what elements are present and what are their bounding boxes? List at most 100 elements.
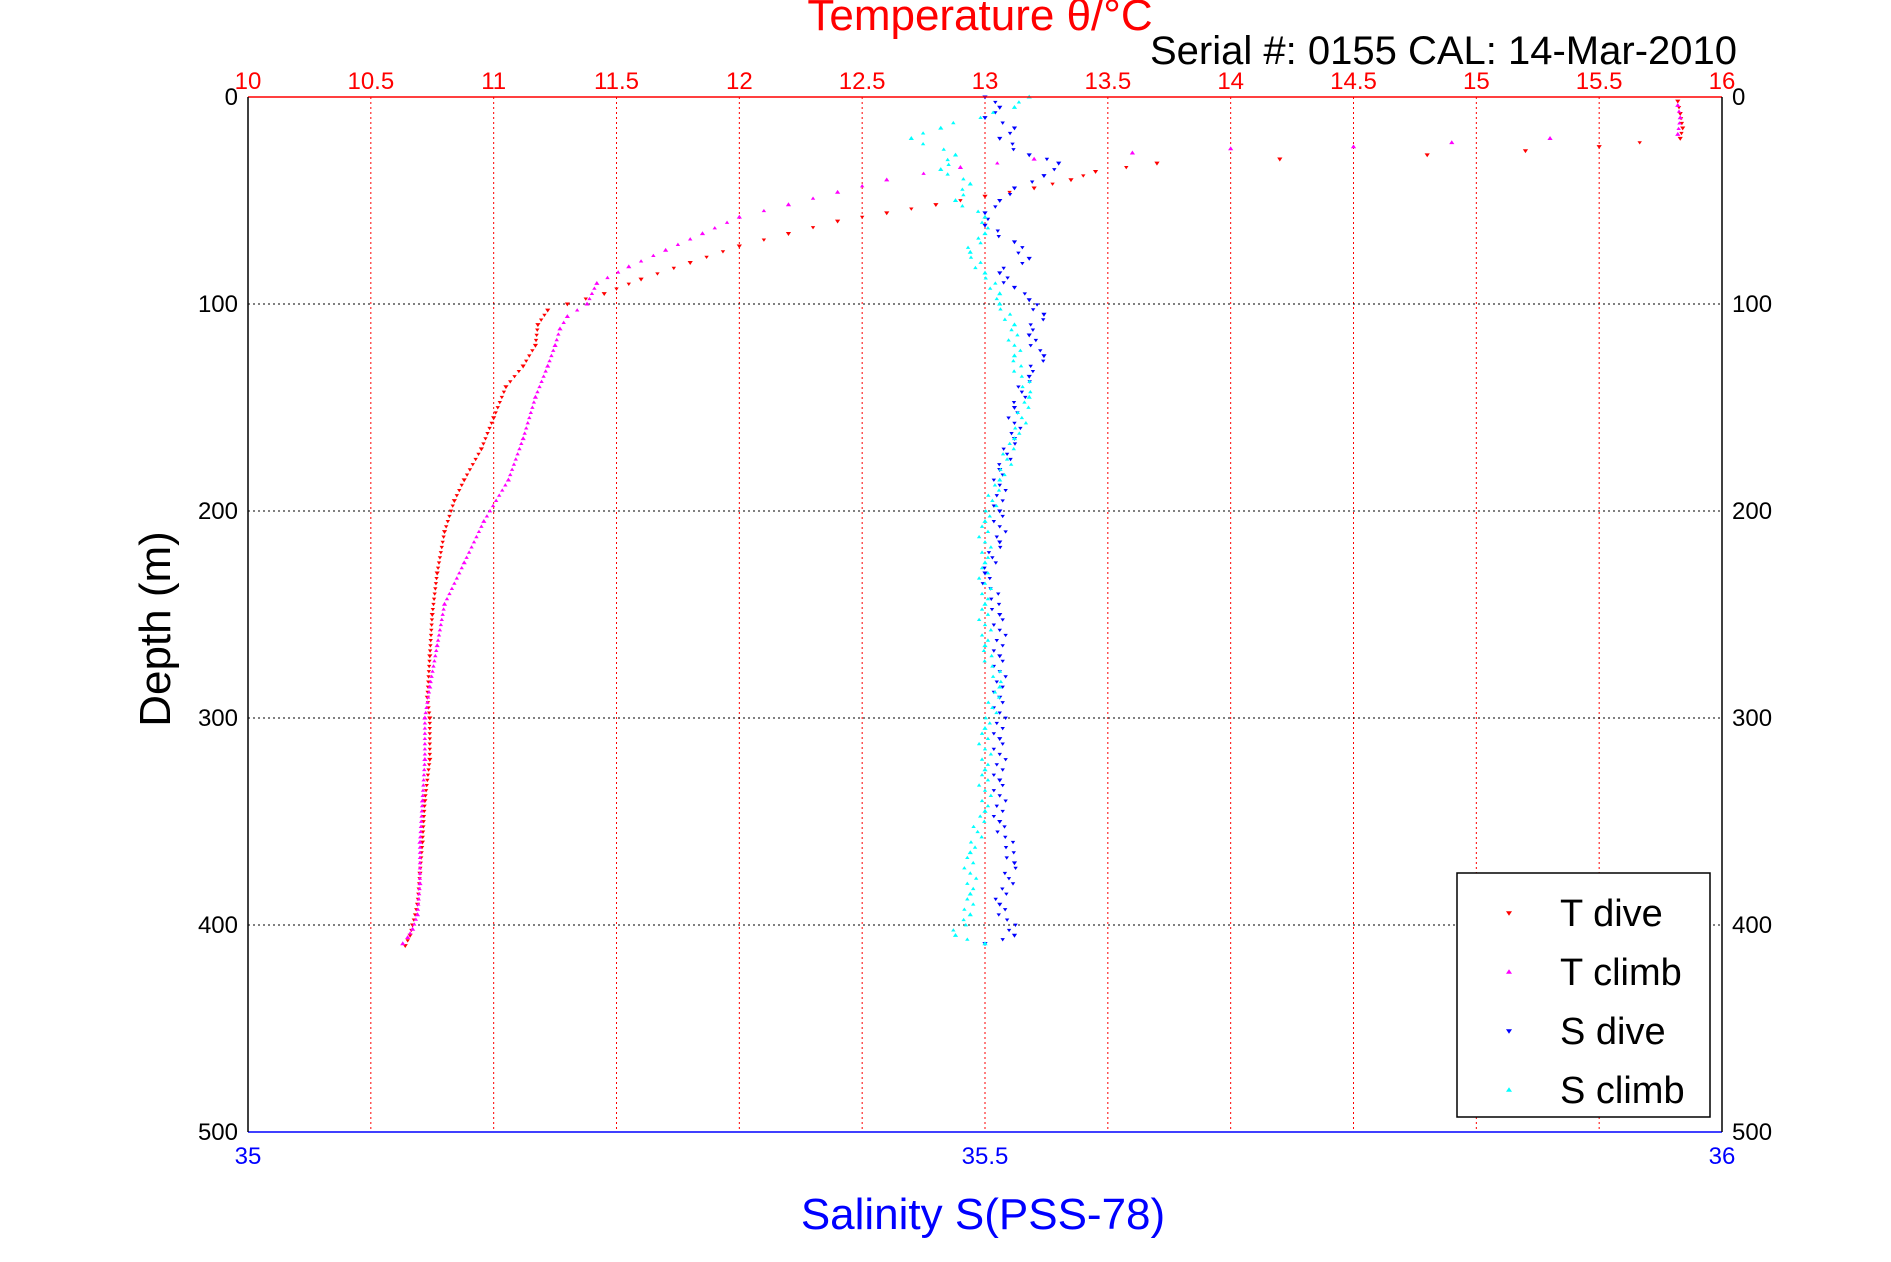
data-point xyxy=(431,664,436,668)
series-t-dive xyxy=(402,99,1686,949)
data-point xyxy=(1022,400,1027,404)
data-point xyxy=(535,328,540,332)
data-point xyxy=(965,855,970,860)
data-point xyxy=(515,452,520,456)
data-point xyxy=(422,804,427,808)
depth-tick-label-right: 0 xyxy=(1732,84,1745,111)
data-point xyxy=(547,358,552,363)
legend-entry: T climb xyxy=(1560,952,1682,994)
data-point xyxy=(957,165,964,169)
data-point xyxy=(1675,99,1681,104)
data-point xyxy=(527,415,532,420)
data-point xyxy=(1004,918,1010,922)
data-point xyxy=(761,208,767,213)
data-point xyxy=(908,136,914,140)
data-point xyxy=(461,560,467,565)
data-point xyxy=(996,592,1001,596)
data-point xyxy=(426,680,431,684)
data-point xyxy=(946,162,951,166)
data-point xyxy=(512,375,517,379)
data-point xyxy=(422,731,428,735)
data-point xyxy=(1004,892,1009,896)
depth-tick-label-left: 300 xyxy=(198,705,238,732)
data-point xyxy=(412,913,418,917)
data-point xyxy=(993,561,999,565)
data-point xyxy=(436,633,442,637)
data-point xyxy=(1000,938,1005,942)
data-point xyxy=(963,923,969,927)
data-point xyxy=(952,152,959,157)
data-point xyxy=(493,498,499,502)
data-point xyxy=(655,272,660,276)
data-point xyxy=(988,545,994,549)
data-point xyxy=(437,628,443,632)
data-point xyxy=(421,783,426,787)
data-point xyxy=(1677,121,1682,125)
data-point xyxy=(1449,140,1455,145)
data-point xyxy=(982,571,988,576)
data-point xyxy=(422,767,427,772)
data-point xyxy=(704,255,709,260)
data-point xyxy=(1676,106,1682,110)
data-point xyxy=(551,348,556,352)
data-point xyxy=(1011,105,1018,109)
data-point xyxy=(1003,835,1008,840)
data-point xyxy=(1041,359,1046,363)
data-point xyxy=(1010,142,1015,146)
tick-labels: 10 10.5 11 11.5 12 12.5 13 13.5 14 14.5 15 15.5 160 0… xyxy=(198,68,1772,1170)
data-point xyxy=(535,323,541,328)
data-point xyxy=(400,941,406,946)
data-point xyxy=(736,214,742,219)
data-point xyxy=(417,876,423,880)
data-point xyxy=(417,860,423,865)
data-point xyxy=(995,830,1000,834)
data-point xyxy=(994,804,999,808)
data-point xyxy=(434,643,440,648)
data-point xyxy=(982,231,988,236)
data-point xyxy=(427,737,432,741)
data-point xyxy=(1092,169,1099,174)
data-point xyxy=(430,669,435,673)
data-point xyxy=(487,509,493,513)
data-point xyxy=(420,793,425,797)
data-point xyxy=(409,926,416,931)
data-point xyxy=(426,690,432,694)
data-point xyxy=(491,416,497,421)
chart-title: Temperature θ/°C xyxy=(807,0,1152,40)
data-point xyxy=(474,534,479,539)
data-point xyxy=(419,798,426,803)
data-point xyxy=(434,576,439,581)
data-point xyxy=(405,939,410,943)
data-point xyxy=(1000,618,1005,622)
data-point xyxy=(466,550,472,554)
data-point xyxy=(420,830,426,834)
data-point xyxy=(452,581,457,585)
data-point xyxy=(972,845,978,849)
data-point xyxy=(425,778,430,783)
data-point xyxy=(1011,126,1018,131)
data-point xyxy=(432,592,437,596)
data-point xyxy=(1028,323,1033,327)
data-point xyxy=(1002,825,1007,829)
data-point xyxy=(1003,675,1008,679)
data-point xyxy=(422,736,428,741)
data-point xyxy=(427,659,432,664)
data-point xyxy=(997,612,1003,617)
data-point xyxy=(1023,395,1028,400)
data-point xyxy=(982,659,987,663)
data-point xyxy=(440,612,445,616)
data-point xyxy=(997,105,1003,110)
data-point xyxy=(422,809,427,814)
data-point xyxy=(525,421,530,425)
data-point xyxy=(991,504,997,508)
data-point xyxy=(993,281,998,285)
data-point xyxy=(434,571,440,576)
data-point xyxy=(976,617,982,621)
data-point xyxy=(1007,190,1012,195)
legend-entry: T dive xyxy=(1560,893,1663,935)
data-point xyxy=(436,561,442,565)
data-point xyxy=(438,622,444,627)
data-point xyxy=(423,789,429,793)
data-point xyxy=(428,679,433,684)
data-point xyxy=(1041,312,1047,317)
